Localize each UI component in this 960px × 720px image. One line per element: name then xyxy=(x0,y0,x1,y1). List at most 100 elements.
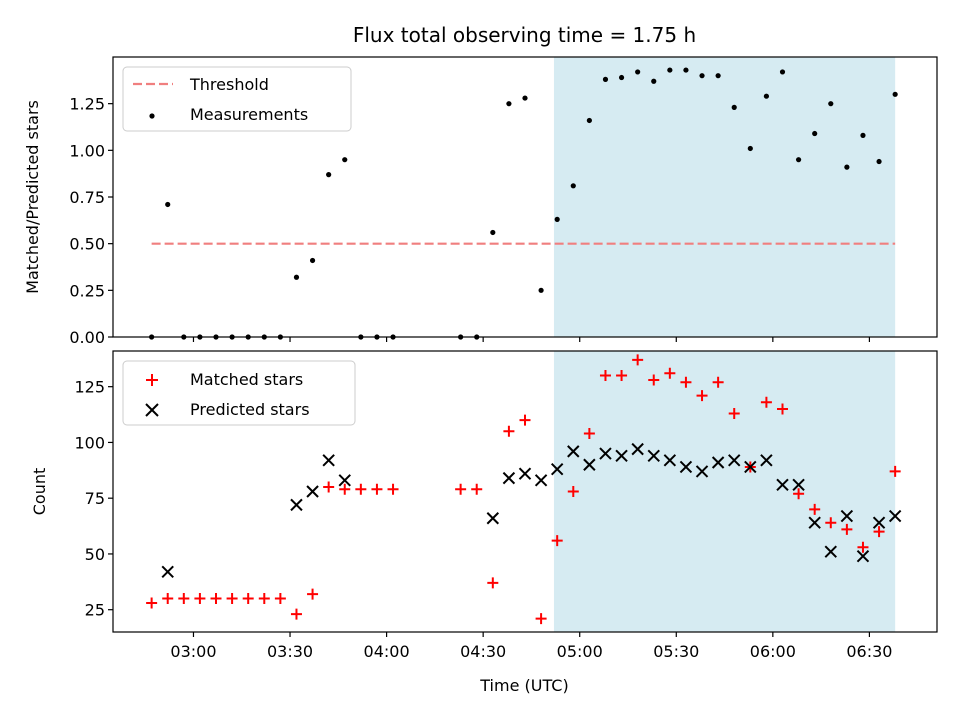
predicted-stars-point xyxy=(631,442,644,456)
matched-stars-point xyxy=(471,483,483,495)
matched-stars-point xyxy=(323,481,335,493)
measurement-point xyxy=(860,132,866,138)
measurement-point xyxy=(876,158,882,165)
predicted-stars-point xyxy=(856,549,870,563)
xtick-label: 04:00 xyxy=(364,642,410,661)
measurement-point xyxy=(165,201,171,208)
top-panel-ratio: 0.00 0.25 0.50 0.75 1.00 1.25 Matched/Predict… xyxy=(23,56,938,347)
predicted-stars-point xyxy=(728,454,741,467)
bottom-axes-frame xyxy=(112,350,938,633)
legend-threshold-label: Threshold xyxy=(189,75,269,94)
matched-stars-point xyxy=(487,577,499,589)
matched-stars-point xyxy=(664,367,676,379)
matched-stars-point xyxy=(567,486,579,497)
predicted-stars-point xyxy=(888,509,902,523)
measurement-point xyxy=(828,101,834,107)
top-x-axis-ticks xyxy=(192,337,871,342)
predicted-stars-point xyxy=(776,478,789,492)
predicted-stars-point xyxy=(338,474,351,487)
matched-stars-point xyxy=(162,593,174,605)
matched-stars-point xyxy=(825,517,837,529)
measurement-point xyxy=(812,130,818,137)
bottom-legend-box xyxy=(122,360,356,426)
matched-stars-point xyxy=(648,374,660,386)
matched-stars-point xyxy=(503,425,515,437)
matched-stars-point xyxy=(371,483,383,495)
measurement-point xyxy=(747,145,753,152)
predicted-stars-point xyxy=(534,474,548,487)
top-series-layer xyxy=(149,67,898,340)
bottom-ytick-label: 50 xyxy=(85,545,105,564)
matched-stars-point xyxy=(455,483,467,495)
bottom-series-layer xyxy=(146,354,902,625)
measurement-point xyxy=(844,164,850,170)
matched-stars-point xyxy=(696,390,708,402)
matched-stars-point xyxy=(616,370,628,382)
top-ytick-label: 0.25 xyxy=(69,281,105,300)
matched-stars-point xyxy=(210,593,222,605)
matched-stars-point xyxy=(178,593,190,605)
predicted-stars-point xyxy=(679,460,693,474)
measurement-point xyxy=(892,91,898,97)
predicted-stars-point xyxy=(306,485,319,498)
predicted-stars-point xyxy=(502,471,516,485)
legend-x-marker-icon xyxy=(145,403,159,417)
observing-window-shade-bottom xyxy=(553,351,896,632)
top-axes-frame xyxy=(112,56,938,338)
measurement-point xyxy=(554,216,560,222)
predicted-stars-point xyxy=(840,509,854,523)
top-ytick-label: 0.75 xyxy=(69,188,105,207)
chart-title: Flux total observing time = 1.75 h xyxy=(353,23,696,47)
matched-stars-point xyxy=(809,503,821,515)
matched-stars-point xyxy=(194,593,206,605)
measurement-point xyxy=(779,69,786,75)
bottom-ytick-label: 25 xyxy=(85,601,105,620)
matched-stars-point xyxy=(274,593,286,605)
top-ytick-label: 0.50 xyxy=(69,235,105,254)
predicted-stars-point xyxy=(290,498,303,512)
measurement-point xyxy=(570,183,576,189)
measurement-point xyxy=(490,229,496,236)
top-legend: Threshold Measurements xyxy=(122,66,352,132)
matched-stars-point xyxy=(777,403,788,415)
xtick-label: 06:00 xyxy=(750,642,796,661)
measurement-point xyxy=(342,157,348,163)
measurement-point xyxy=(326,172,332,178)
predicted-stars-point xyxy=(760,454,773,467)
xtick-label: 03:30 xyxy=(267,642,313,661)
predicted-stars-point xyxy=(567,445,580,458)
predicted-stars-point xyxy=(583,458,596,471)
measurement-point xyxy=(795,157,802,163)
matched-stars-point xyxy=(889,465,901,477)
predicted-stars-point xyxy=(486,512,500,525)
bottom-x-axis-ticks: 03:00 03:30 04:00 04:30 05:00 05:30 06:00 06:30 xyxy=(170,632,892,661)
x-axis-label: Time (UTC) xyxy=(479,676,568,695)
legend-matched-label: Matched stars xyxy=(190,370,303,389)
legend-measurement-dot-icon xyxy=(149,113,155,119)
matched-stars-point xyxy=(712,376,724,388)
predicted-stars-point xyxy=(744,460,757,474)
measurement-point xyxy=(635,69,641,75)
matched-stars-point xyxy=(339,483,351,495)
predicted-stars-point xyxy=(615,449,628,463)
measurement-point xyxy=(506,101,512,107)
legend-measurements-label: Measurements xyxy=(190,105,308,124)
measurement-point xyxy=(667,67,673,73)
measurement-point xyxy=(715,73,721,79)
xtick-label: 05:00 xyxy=(557,642,603,661)
xtick-label: 03:00 xyxy=(170,642,216,661)
matched-stars-point xyxy=(728,407,740,419)
measurement-point xyxy=(293,274,300,280)
matched-stars-point xyxy=(242,593,254,605)
matched-stars-point xyxy=(760,396,772,408)
bottom-ytick-label: 100 xyxy=(74,433,105,452)
predicted-stars-point xyxy=(808,516,821,529)
top-ytick-label: 0.00 xyxy=(69,328,105,347)
top-ytick-label: 1.25 xyxy=(69,95,105,114)
xtick-label: 04:30 xyxy=(460,642,506,661)
measurement-point xyxy=(651,78,657,84)
matched-stars-point xyxy=(857,541,869,553)
matched-stars-point xyxy=(226,593,238,605)
matched-stars-point xyxy=(680,376,692,388)
